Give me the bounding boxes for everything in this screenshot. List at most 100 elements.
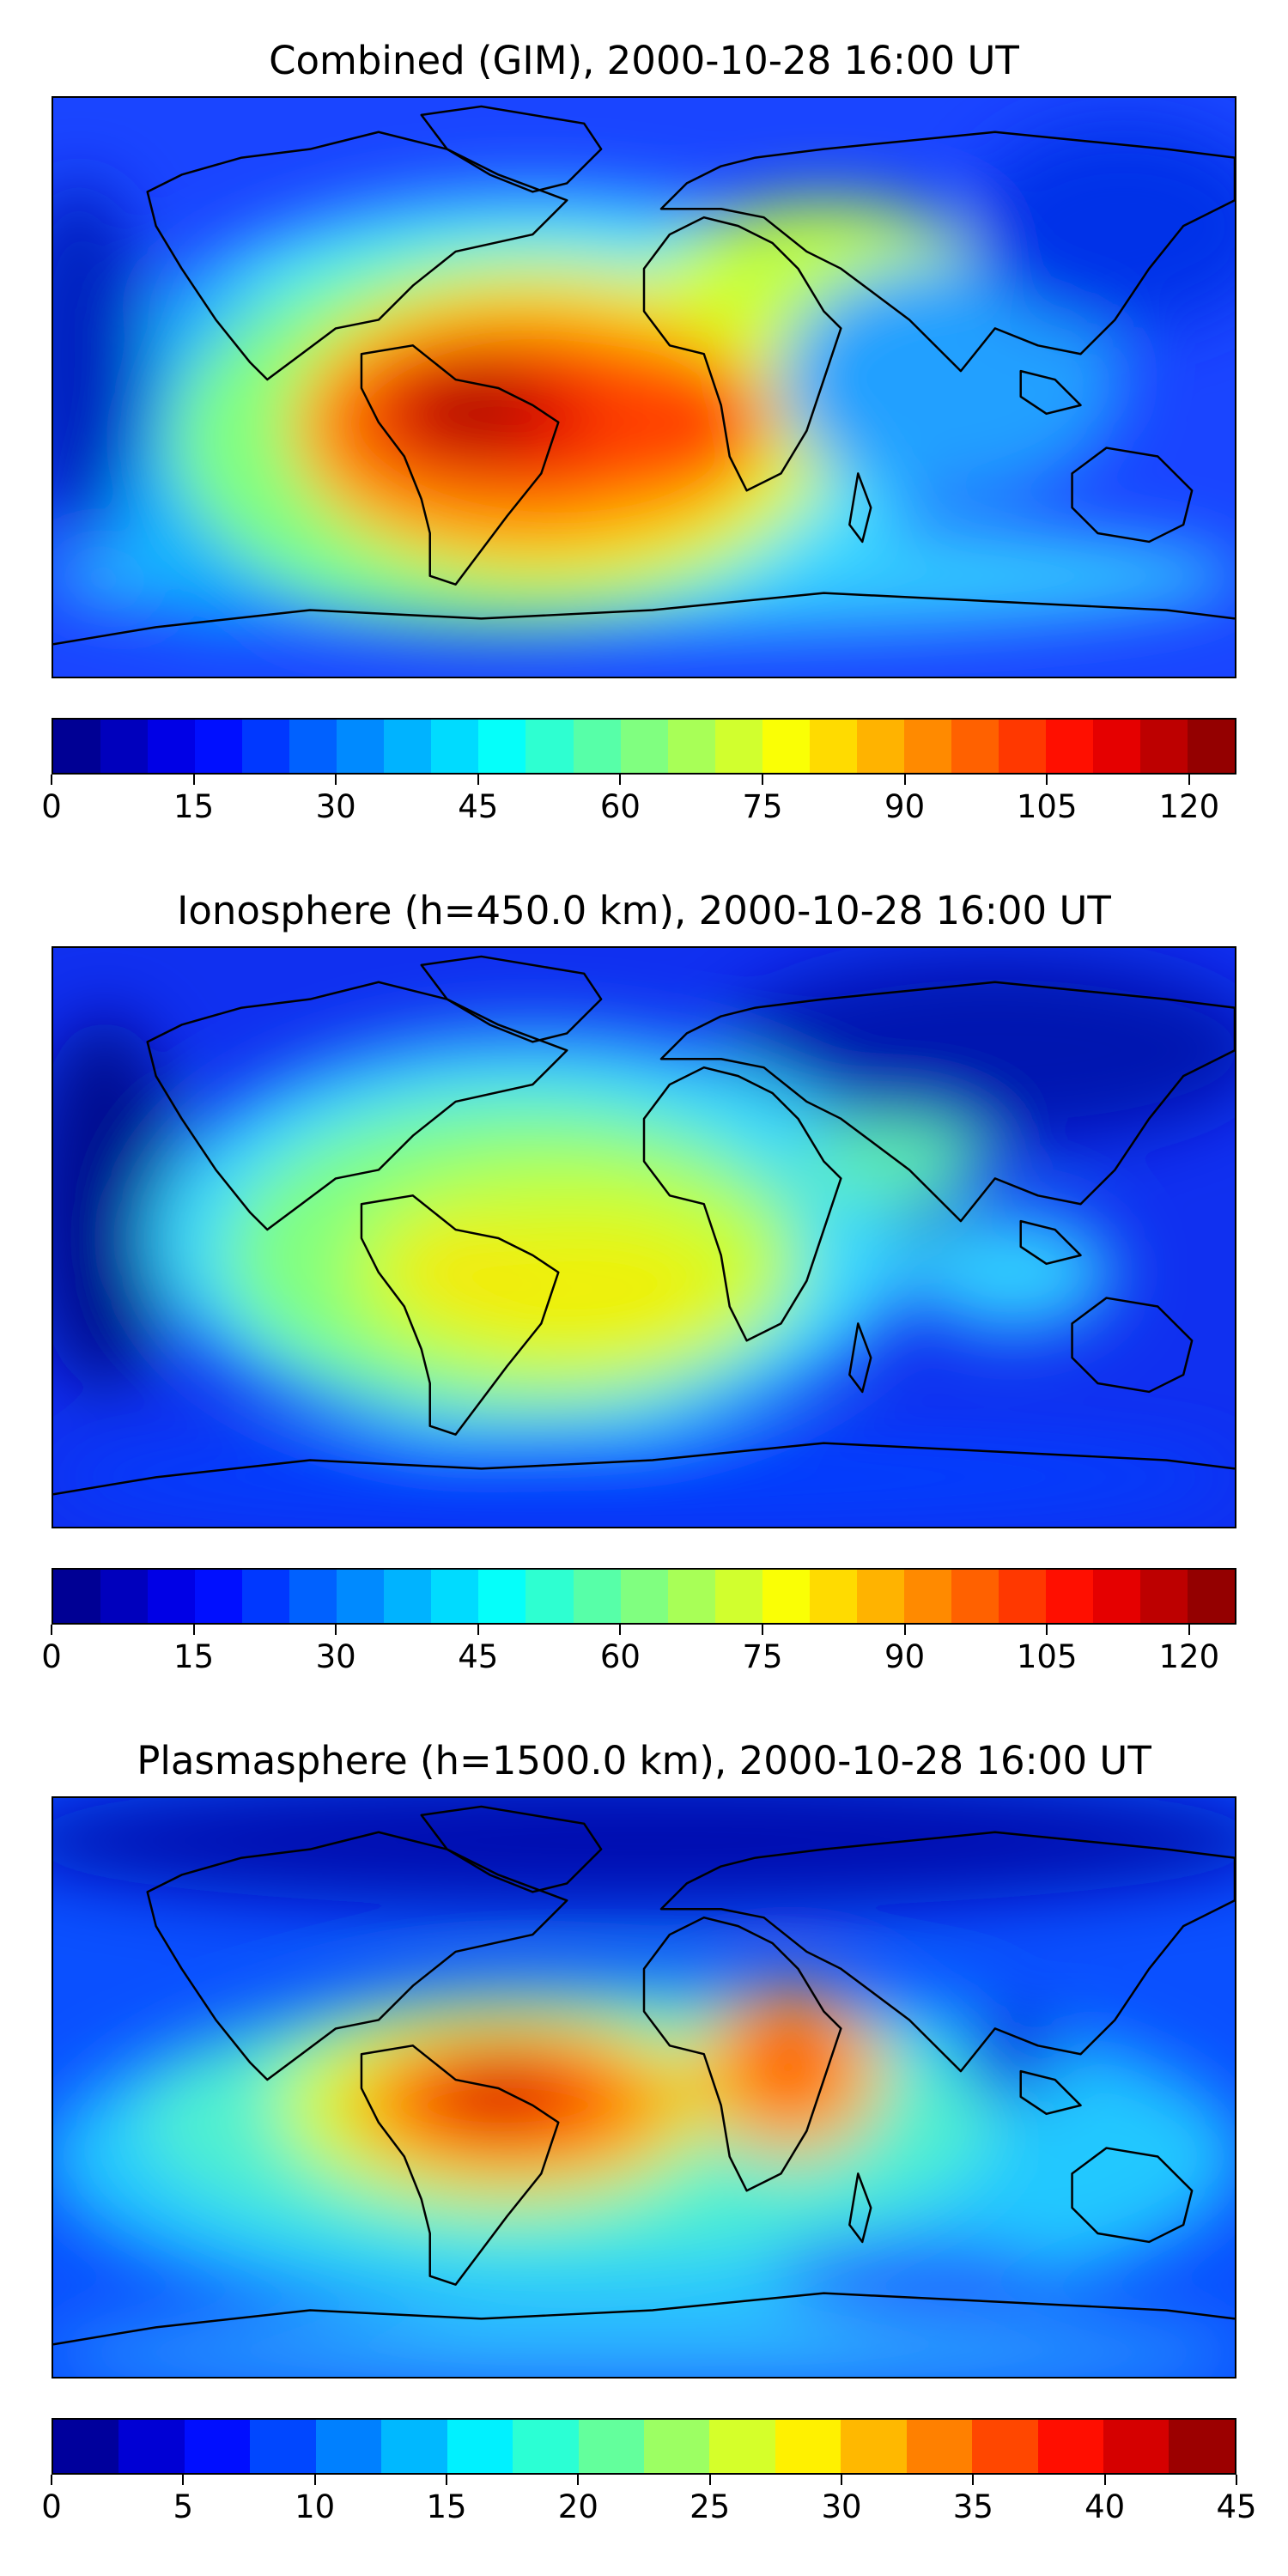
colorbar-segment [762, 1570, 810, 1623]
colorbar-segment [431, 1570, 479, 1623]
colorbar-tick [1046, 1625, 1048, 1635]
colorbar-segment [972, 2420, 1038, 2473]
colorbar-segment [856, 720, 904, 773]
panel-2-title: Ionosphere (h=450.0 km), 2000-10-28 16:0… [177, 888, 1111, 933]
map-canvas-2 [53, 948, 1235, 1527]
colorbar-tick-label: 30 [315, 788, 356, 825]
colorbar-tick-label: 45 [458, 1638, 499, 1675]
colorbar-tick-label: 35 [952, 2488, 993, 2525]
colorbar-tick [335, 1625, 337, 1635]
colorbar-segment [447, 2420, 513, 2473]
colorbar-segment [195, 1570, 243, 1623]
colorbar-tick-label: 10 [295, 2488, 336, 2525]
colorbar-tick [51, 775, 52, 785]
colorbar-segment [951, 1570, 999, 1623]
colorbar-segment [431, 720, 479, 773]
colorbar-tick-label: 75 [742, 1638, 783, 1675]
colorbar-segment [573, 720, 621, 773]
colorbar-tick [903, 1625, 906, 1635]
colorbar-tick-label: 90 [884, 788, 926, 825]
colorbar-segment [100, 1570, 149, 1623]
map-canvas-3 [53, 1798, 1235, 2377]
colorbar-segment [667, 1570, 715, 1623]
colorbar-segment [53, 720, 101, 773]
colorbar-tick [903, 775, 906, 785]
colorbar-segment [1188, 720, 1236, 773]
colorbar-segment [148, 1570, 196, 1623]
colorbar-segment [714, 1570, 762, 1623]
colorbar-segment [53, 2420, 119, 2473]
colorbar-tick [841, 2475, 842, 2485]
map-canvas-1 [53, 98, 1235, 677]
colorbar-3 [52, 2418, 1236, 2475]
colorbar-segment [1140, 720, 1188, 773]
colorbar-tick-label: 60 [599, 1638, 641, 1675]
ionosphere-map [52, 946, 1236, 1528]
colorbar-segment [906, 2420, 973, 2473]
panel-1-title: Combined (GIM), 2000-10-28 16:00 UT [269, 38, 1019, 83]
colorbar-tick-label: 20 [557, 2488, 598, 2525]
colorbar-segment [1045, 720, 1094, 773]
colorbar-tick-label: 30 [315, 1638, 356, 1675]
colorbar-tick [762, 1625, 763, 1635]
colorbar-segment [1103, 2420, 1170, 2473]
colorbar-tick-label: 15 [173, 788, 215, 825]
colorbar-segment [1045, 1570, 1094, 1623]
colorbar-segment [1169, 2420, 1235, 2473]
colorbar-tick-label: 0 [41, 2488, 62, 2525]
colorbar-tick-label: 120 [1158, 1638, 1220, 1675]
colorbar-tick-label: 105 [1016, 788, 1078, 825]
colorbar-tick-label: 15 [173, 1638, 215, 1675]
coastlines [53, 955, 1235, 1496]
colorbar-segment [148, 720, 196, 773]
colorbar-segment [714, 720, 762, 773]
colorbar-tick-label: 45 [1216, 2488, 1257, 2525]
colorbar-tick-label: 45 [458, 788, 499, 825]
colorbar-tick-label: 5 [173, 2488, 194, 2525]
colorbar-2-ticks: 0 15 30 45 60 75 90 105 120 [41, 1625, 1236, 1676]
colorbar-tick [182, 2475, 185, 2485]
colorbar-tick [477, 1625, 479, 1635]
colorbar-tick [313, 2475, 316, 2485]
colorbar-segment [1037, 2420, 1103, 2473]
colorbar-tick [708, 2475, 711, 2485]
colorbar-segment [384, 1570, 432, 1623]
colorbar-segment [903, 720, 951, 773]
colorbar-tick-label: 25 [690, 2488, 731, 2525]
colorbar-segment [1093, 720, 1141, 773]
colorbar-segment [384, 720, 432, 773]
colorbar-segment [809, 1570, 857, 1623]
colorbar-segment [578, 2420, 644, 2473]
colorbar-segment [573, 1570, 621, 1623]
colorbar-1 [52, 718, 1236, 775]
colorbar-tick [1103, 2475, 1106, 2485]
colorbar-segment [762, 720, 810, 773]
colorbar-segment [1140, 1570, 1188, 1623]
colorbar-segment [118, 2420, 185, 2473]
colorbar-segment [951, 720, 999, 773]
colorbar-2 [52, 1568, 1236, 1625]
colorbar-segment [242, 1570, 290, 1623]
colorbar-segment [643, 2420, 710, 2473]
colorbar-segment [903, 1570, 951, 1623]
combined-gim-map [52, 96, 1236, 678]
colorbar-segment [709, 2420, 775, 2473]
colorbar-tick [51, 2475, 52, 2485]
colorbar-segment [381, 2420, 447, 2473]
colorbar-tick [1188, 775, 1190, 785]
colorbar-3-ticks: 0 5 10 15 20 25 30 35 40 45 [41, 2475, 1257, 2526]
colorbar-tick [192, 775, 195, 785]
colorbar-tick-label: 0 [41, 788, 62, 825]
colorbar-tick [577, 2475, 580, 2485]
colorbar-segment [841, 2420, 907, 2473]
coastlines [53, 1805, 1235, 2346]
colorbar-tick [619, 775, 622, 785]
colorbar-tick [1046, 775, 1048, 785]
colorbar-segment [315, 2420, 382, 2473]
colorbar-tick [1236, 2475, 1237, 2485]
colorbar-tick-label: 30 [821, 2488, 862, 2525]
colorbar-segment [195, 720, 243, 773]
colorbar-segment [250, 2420, 316, 2473]
colorbar-segment [478, 720, 526, 773]
colorbar-segment [337, 1570, 385, 1623]
